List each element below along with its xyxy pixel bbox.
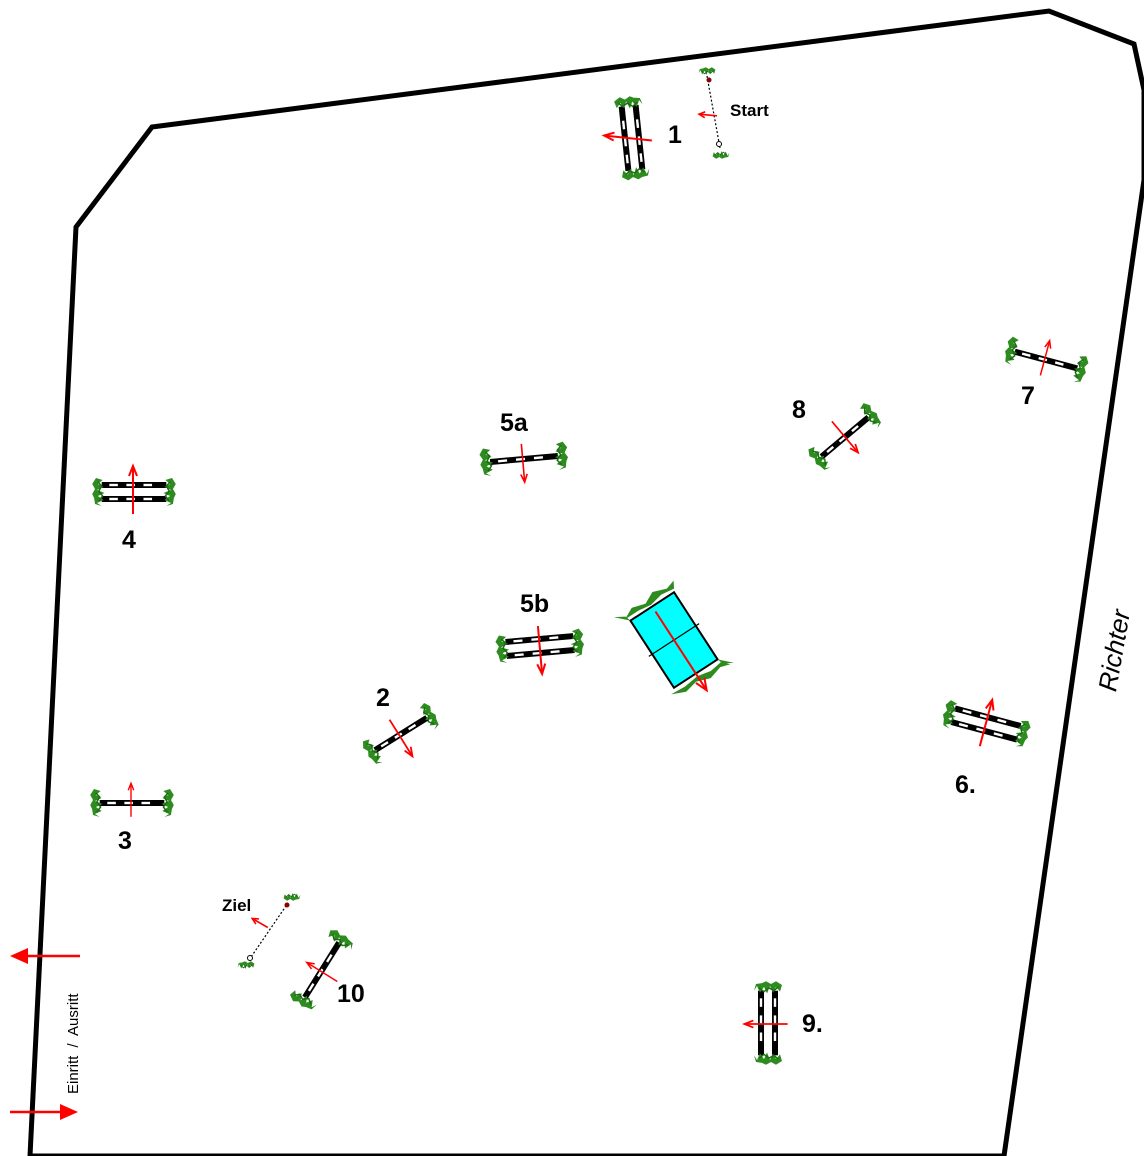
obstacle-2: 2 — [360, 684, 442, 767]
obstacle-5a: 5a — [479, 409, 569, 484]
arena-border — [27, 8, 1144, 1156]
entry-label: Einritt — [65, 1055, 82, 1094]
water-jump — [613, 580, 735, 695]
finish-line: Ziel — [222, 892, 301, 970]
obstacle-5b: 5b — [495, 590, 585, 676]
entry-exit-gate: Einritt / Ausritt — [10, 948, 82, 1120]
exit-arrow — [10, 948, 80, 964]
obstacle-7-label: 7 — [1021, 382, 1035, 410]
obstacle-6-label: 6. — [955, 771, 976, 799]
obstacle-4-label: 4 — [122, 526, 136, 554]
obstacle-7: 7 — [1002, 336, 1090, 410]
obstacle-8: 8 — [792, 396, 884, 473]
obstacle-2-label: 2 — [376, 684, 390, 712]
start-line: Start — [697, 66, 769, 160]
obstacle-10: 10 — [288, 927, 365, 1013]
obstacle-6: 6. — [940, 697, 1032, 799]
start-label: Start — [730, 101, 769, 120]
obstacle-4: 4 — [92, 465, 176, 554]
svg-text:Einritt / Ausritt: Einritt / Ausritt — [65, 993, 82, 1094]
gate-separator: / — [65, 1042, 82, 1047]
obstacle-9: 9. — [743, 981, 823, 1065]
exit-label: Ausritt — [65, 993, 82, 1036]
obstacle-8-label: 8 — [792, 396, 806, 424]
obstacle-1-label: 1 — [668, 121, 682, 149]
obstacle-10-label: 10 — [337, 980, 365, 1008]
entry-arrow — [10, 1104, 78, 1120]
judge-label: Richter — [1092, 606, 1136, 694]
obstacle-3-label: 3 — [118, 827, 132, 855]
obstacle-5a-label: 5a — [500, 409, 529, 437]
finish-label: Ziel — [222, 896, 251, 915]
obstacle-3: 3 — [90, 782, 174, 855]
obstacle-5b-label: 5b — [520, 590, 549, 618]
obstacle-1: 1 — [602, 95, 682, 181]
obstacle-9-label: 9. — [802, 1010, 823, 1038]
